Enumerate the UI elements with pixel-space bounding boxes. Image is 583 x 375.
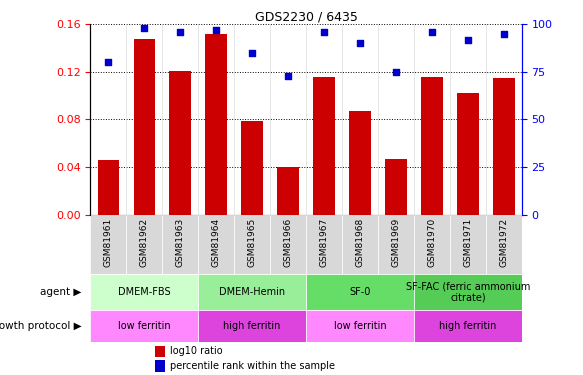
FancyBboxPatch shape: [414, 310, 522, 342]
FancyBboxPatch shape: [198, 214, 234, 274]
Bar: [385, 159, 407, 214]
Text: GSM81968: GSM81968: [356, 217, 364, 267]
FancyBboxPatch shape: [198, 274, 306, 310]
Text: SF-0: SF-0: [349, 287, 371, 297]
Bar: [134, 39, 155, 214]
Point: [499, 31, 508, 37]
Text: GSM81966: GSM81966: [283, 217, 293, 267]
Text: low ferritin: low ferritin: [333, 321, 387, 331]
Text: low ferritin: low ferritin: [118, 321, 171, 331]
Bar: [493, 78, 515, 214]
Text: percentile rank within the sample: percentile rank within the sample: [170, 361, 335, 371]
Bar: [97, 160, 119, 214]
FancyBboxPatch shape: [486, 214, 522, 274]
Bar: [155, 360, 164, 372]
FancyBboxPatch shape: [306, 214, 342, 274]
Bar: [205, 34, 227, 214]
Point: [319, 29, 329, 35]
Text: GSM81963: GSM81963: [175, 217, 185, 267]
FancyBboxPatch shape: [127, 214, 162, 274]
Text: GSM81971: GSM81971: [463, 217, 472, 267]
Text: GSM81969: GSM81969: [391, 217, 401, 267]
Text: GSM81970: GSM81970: [427, 217, 437, 267]
FancyBboxPatch shape: [270, 214, 306, 274]
FancyBboxPatch shape: [306, 274, 414, 310]
Text: growth protocol ▶: growth protocol ▶: [0, 321, 82, 331]
Bar: [457, 93, 479, 214]
FancyBboxPatch shape: [90, 310, 198, 342]
FancyBboxPatch shape: [90, 214, 127, 274]
Point: [463, 37, 472, 43]
Bar: [241, 121, 263, 214]
Title: GDS2230 / 6435: GDS2230 / 6435: [255, 10, 357, 23]
FancyBboxPatch shape: [414, 274, 522, 310]
Bar: [155, 346, 164, 357]
Point: [283, 73, 293, 79]
FancyBboxPatch shape: [414, 214, 450, 274]
Point: [391, 69, 401, 75]
Text: high ferritin: high ferritin: [439, 321, 497, 331]
Text: GSM81965: GSM81965: [248, 217, 257, 267]
Point: [175, 29, 185, 35]
FancyBboxPatch shape: [234, 214, 270, 274]
Point: [247, 50, 257, 56]
Bar: [349, 111, 371, 214]
FancyBboxPatch shape: [450, 214, 486, 274]
Bar: [421, 76, 442, 214]
Point: [212, 27, 221, 33]
Bar: [170, 71, 191, 214]
FancyBboxPatch shape: [378, 214, 414, 274]
Point: [355, 40, 365, 46]
Text: GSM81964: GSM81964: [212, 217, 221, 267]
Text: GSM81972: GSM81972: [499, 217, 508, 267]
Bar: [278, 167, 299, 214]
Text: high ferritin: high ferritin: [223, 321, 281, 331]
Text: DMEM-Hemin: DMEM-Hemin: [219, 287, 285, 297]
FancyBboxPatch shape: [162, 214, 198, 274]
Point: [139, 25, 149, 31]
Text: GSM81967: GSM81967: [319, 217, 329, 267]
FancyBboxPatch shape: [342, 214, 378, 274]
Point: [427, 29, 437, 35]
Point: [104, 59, 113, 65]
Text: SF-FAC (ferric ammonium
citrate): SF-FAC (ferric ammonium citrate): [406, 281, 530, 303]
Text: DMEM-FBS: DMEM-FBS: [118, 287, 171, 297]
Text: GSM81961: GSM81961: [104, 217, 113, 267]
FancyBboxPatch shape: [306, 310, 414, 342]
Bar: [313, 76, 335, 214]
FancyBboxPatch shape: [198, 310, 306, 342]
Text: agent ▶: agent ▶: [40, 287, 82, 297]
Text: GSM81962: GSM81962: [140, 217, 149, 267]
Text: log10 ratio: log10 ratio: [170, 346, 223, 357]
FancyBboxPatch shape: [90, 274, 198, 310]
